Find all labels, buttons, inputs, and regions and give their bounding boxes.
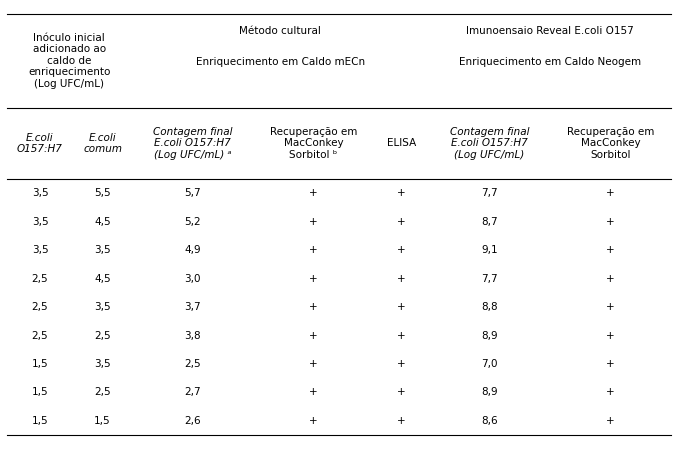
Text: 8,7: 8,7 [481,217,498,227]
Text: 2,5: 2,5 [94,387,111,397]
Text: 8,9: 8,9 [481,330,498,341]
Text: +: + [397,330,406,341]
Text: +: + [309,359,318,369]
Text: +: + [309,416,318,426]
Text: 3,5: 3,5 [32,245,48,255]
Text: +: + [606,217,615,227]
Text: +: + [309,274,318,284]
Text: 4,9: 4,9 [184,245,201,255]
Text: +: + [397,387,406,397]
Text: 3,0: 3,0 [184,274,201,284]
Text: 2,7: 2,7 [184,387,201,397]
Text: +: + [606,330,615,341]
Text: 2,5: 2,5 [184,359,201,369]
Text: +: + [309,188,318,198]
Text: +: + [397,274,406,284]
Text: 4,5: 4,5 [94,217,111,227]
Text: 2,5: 2,5 [94,330,111,341]
Text: +: + [606,302,615,312]
Text: Contagem final
E.coli O157:H7
(Log UFC/mL): Contagem final E.coli O157:H7 (Log UFC/m… [450,127,530,160]
Text: 5,5: 5,5 [94,188,111,198]
Text: E.coli
comum: E.coli comum [83,133,122,154]
Text: 3,5: 3,5 [94,245,111,255]
Text: +: + [606,359,615,369]
Text: 5,2: 5,2 [184,217,201,227]
Text: 3,5: 3,5 [94,359,111,369]
Text: 1,5: 1,5 [32,359,48,369]
Text: ELISA: ELISA [387,139,416,148]
Text: +: + [309,217,318,227]
Text: 2,5: 2,5 [32,302,48,312]
Text: Inóculo inicial
adicionado ao
caldo de
enriquecimento
(Log UFC/mL): Inóculo inicial adicionado ao caldo de e… [28,33,111,89]
Text: 2,5: 2,5 [32,274,48,284]
Text: +: + [397,302,406,312]
Text: +: + [397,416,406,426]
Text: 3,8: 3,8 [184,330,201,341]
Text: Imunoensaio Reveal E.coli O157: Imunoensaio Reveal E.coli O157 [466,26,634,36]
Text: Recuperação em
MacConkey
Sorbitol ᵇ: Recuperação em MacConkey Sorbitol ᵇ [270,127,357,160]
Text: Método cultural: Método cultural [239,26,321,36]
Text: 4,5: 4,5 [94,274,111,284]
Text: Recuperação em
MacConkey
Sorbitol: Recuperação em MacConkey Sorbitol [567,127,654,160]
Text: +: + [606,274,615,284]
Text: 8,9: 8,9 [481,387,498,397]
Text: 7,0: 7,0 [481,359,498,369]
Text: +: + [606,188,615,198]
Text: +: + [397,188,406,198]
Text: 2,5: 2,5 [32,330,48,341]
Text: 9,1: 9,1 [481,245,498,255]
Text: +: + [309,302,318,312]
Text: 7,7: 7,7 [481,188,498,198]
Text: 1,5: 1,5 [32,387,48,397]
Text: 1,5: 1,5 [32,416,48,426]
Text: 3,5: 3,5 [32,188,48,198]
Text: +: + [397,359,406,369]
Text: +: + [606,387,615,397]
Text: +: + [397,245,406,255]
Text: +: + [309,387,318,397]
Text: Enriquecimento em Caldo Neogem: Enriquecimento em Caldo Neogem [459,57,641,67]
Text: 1,5: 1,5 [94,416,111,426]
Text: 2,6: 2,6 [184,416,201,426]
Text: +: + [606,416,615,426]
Text: 7,7: 7,7 [481,274,498,284]
Text: 8,6: 8,6 [481,416,498,426]
Text: +: + [606,245,615,255]
Text: +: + [309,245,318,255]
Text: Contagem final
E.coli O157:H7
(Log UFC/mL) ᵃ: Contagem final E.coli O157:H7 (Log UFC/m… [153,127,232,160]
Text: 5,7: 5,7 [184,188,201,198]
Text: 3,5: 3,5 [94,302,111,312]
Text: E.coli
O157:H7: E.coli O157:H7 [17,133,63,154]
Text: 8,8: 8,8 [481,302,498,312]
Text: 3,5: 3,5 [32,217,48,227]
Text: Enriquecimento em Caldo mECn: Enriquecimento em Caldo mECn [196,57,365,67]
Text: +: + [397,217,406,227]
Text: 3,7: 3,7 [184,302,201,312]
Text: +: + [309,330,318,341]
